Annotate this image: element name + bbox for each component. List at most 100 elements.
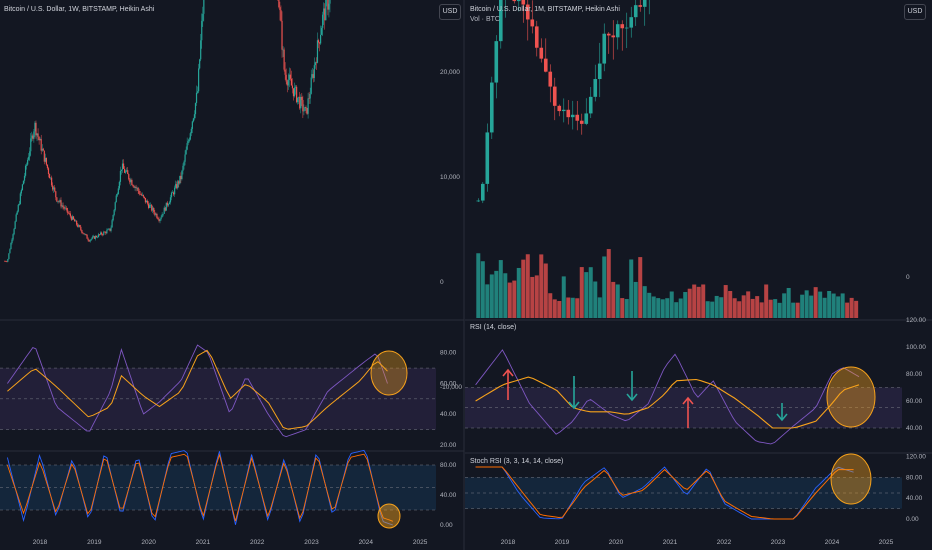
monthly-candle	[611, 35, 616, 38]
volume-bar	[732, 298, 737, 318]
weekly-candle	[203, 0, 205, 14]
weekly-candle	[287, 79, 289, 86]
volume-bar	[530, 276, 535, 318]
right-time-axis-label: 2022	[717, 539, 732, 546]
weekly-candle	[182, 165, 184, 171]
weekly-candle	[45, 157, 48, 165]
weekly-candle	[52, 185, 54, 190]
weekly-candle	[133, 185, 135, 188]
weekly-candle	[180, 175, 182, 180]
left-rsi-axis-label: 40.00	[440, 411, 457, 418]
volume-bar	[579, 267, 584, 318]
monthly-candle	[480, 183, 485, 201]
weekly-candle	[100, 232, 102, 235]
left-rsi-axis-label: 60.00	[440, 380, 457, 387]
volume-bar	[647, 292, 652, 318]
left-time-axis-label: 2019	[87, 539, 102, 546]
volume-bar	[683, 292, 688, 318]
left-currency-button[interactable]: USD	[439, 4, 461, 20]
volume-bar	[845, 302, 850, 318]
weekly-candle	[63, 207, 65, 209]
volume-bar	[539, 254, 544, 318]
weekly-candle	[325, 0, 327, 21]
left-time-axis-label: 2018	[33, 539, 48, 546]
weekly-candle	[62, 205, 64, 208]
volume-bar	[503, 273, 508, 318]
weekly-candle	[176, 184, 178, 189]
volume-bar	[480, 261, 485, 318]
volume-bar	[822, 297, 827, 318]
left-time-axis-label: 2025	[413, 539, 428, 546]
weekly-candle	[121, 163, 124, 170]
volume-bar	[687, 288, 692, 318]
weekly-candle	[126, 170, 128, 172]
left-stoch-axis-label: 0.00	[440, 522, 453, 529]
weekly-candle	[300, 96, 302, 109]
right-rsi-line	[475, 349, 860, 445]
weekly-candle	[323, 8, 325, 15]
weekly-candle	[73, 219, 76, 222]
weekly-candle	[193, 114, 196, 119]
volume-bar	[849, 297, 854, 318]
volume-bar	[777, 302, 782, 318]
weekly-candle	[103, 231, 105, 235]
volume-bar	[809, 295, 814, 318]
weekly-candle	[162, 213, 164, 215]
weekly-candle	[172, 192, 175, 195]
weekly-candle	[279, 7, 281, 11]
weekly-candle	[136, 187, 138, 189]
weekly-candle	[159, 219, 161, 221]
weekly-candle	[191, 121, 193, 129]
weekly-candle	[305, 107, 307, 109]
volume-bar	[714, 295, 719, 318]
weekly-candle	[66, 208, 68, 213]
weekly-candle	[107, 229, 109, 231]
volume-bar	[800, 294, 805, 318]
volume-bar	[737, 301, 742, 318]
weekly-candle	[150, 204, 152, 206]
right-currency-button[interactable]: USD	[904, 4, 926, 20]
weekly-candle	[54, 187, 56, 192]
volume-bar	[570, 297, 575, 318]
weekly-candle	[80, 226, 82, 230]
volume-bar	[584, 272, 589, 318]
monthly-candle	[516, 0, 521, 2]
monthly-candle	[489, 82, 494, 133]
left-chart-title: Bitcoin / U.S. Dollar, 1W, BITSTAMP, Hei…	[4, 6, 155, 13]
weekly-candle	[143, 196, 146, 198]
volume-bar	[804, 290, 809, 318]
volume-bar	[660, 299, 665, 318]
volume-bar	[764, 284, 769, 318]
weekly-candle	[33, 131, 35, 139]
weekly-candle	[303, 110, 305, 112]
left-stoch-d-line	[6, 453, 394, 522]
weekly-candle	[198, 68, 200, 92]
weekly-candle	[11, 239, 13, 244]
weekly-candle	[97, 234, 100, 238]
weekly-candle	[131, 179, 133, 185]
volume-bar	[557, 301, 562, 318]
weekly-candle	[156, 213, 158, 218]
weekly-candle	[307, 98, 309, 114]
weekly-candle	[137, 187, 139, 191]
weekly-candle	[155, 213, 157, 215]
volume-bar	[840, 293, 845, 318]
weekly-candle	[8, 253, 10, 260]
weekly-candle	[98, 234, 101, 235]
weekly-candle	[83, 233, 85, 235]
weekly-candle	[6, 261, 8, 263]
volume-bar	[633, 281, 638, 318]
volume-bar	[525, 254, 530, 318]
volume-bar	[795, 302, 800, 318]
monthly-candle	[638, 5, 643, 7]
monthly-candle	[525, 4, 530, 20]
right-rsi-axis-label: 60.00	[906, 398, 923, 405]
monthly-candle	[584, 113, 589, 124]
weekly-candle	[23, 175, 26, 181]
volume-bar	[642, 286, 647, 318]
weekly-candle	[105, 231, 107, 234]
weekly-candle	[101, 232, 103, 235]
volume-bar	[669, 291, 674, 318]
monthly-candle	[620, 24, 625, 29]
monthly-candle	[543, 58, 548, 72]
